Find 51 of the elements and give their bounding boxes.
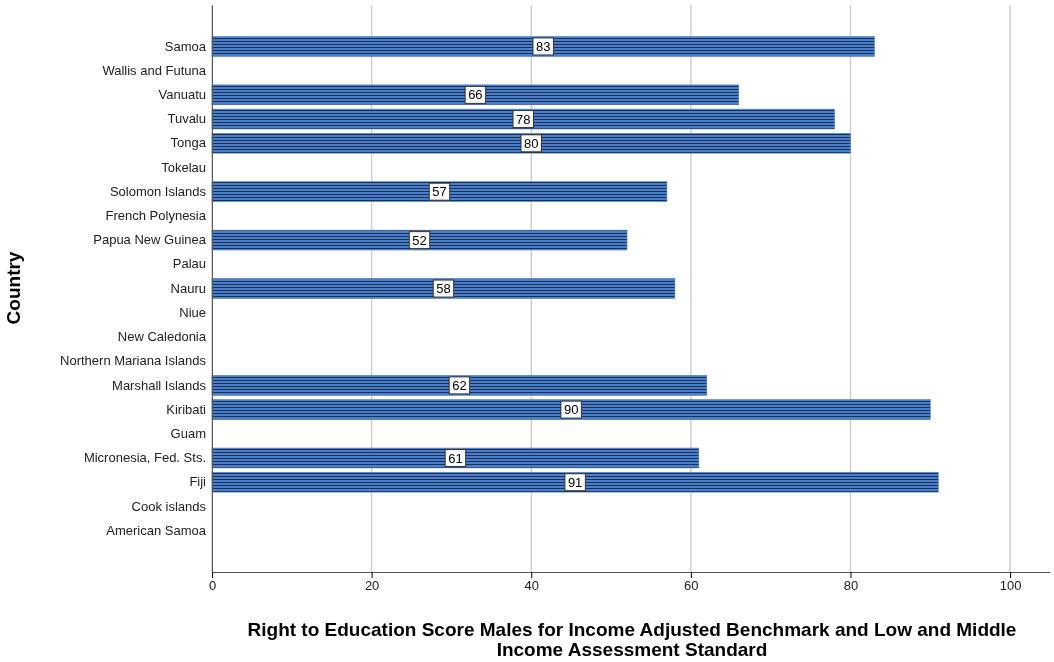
bar [211,36,875,57]
y-tick-label: Palau [172,256,206,272]
x-tick-label: 20 [364,578,380,594]
y-tick-label: Tuvalu [167,111,206,127]
bar [211,278,676,299]
y-tick-label: Nauru [170,280,206,296]
bar [211,375,708,396]
data-label: 90 [563,402,579,418]
y-tick-label: Papua New Guinea [93,232,207,248]
y-axis-title: Country [3,251,24,325]
data-label: 66 [468,87,483,103]
y-tick-label: Marshall Islands [112,377,207,393]
bar [211,84,740,106]
data-label: 78 [516,111,531,127]
x-tick-label: 80 [843,578,859,594]
bar [211,399,931,420]
y-tick-label: Micronesia, Fed. Sts. [83,450,206,466]
bar [211,108,835,130]
data-label: 83 [535,38,551,54]
y-tick-label: Niue [179,304,206,320]
bar [211,471,939,493]
y-tick-label: Guam [170,425,206,441]
data-label: 62 [452,377,467,393]
data-label: 61 [448,450,463,466]
y-tick-label: Samoa [164,38,207,54]
y-tick-label: American Samoa [106,522,207,538]
data-label: 58 [436,281,451,297]
y-tick-label: Tokelau [161,159,206,175]
y-tick-label: Cook islands [131,498,207,514]
x-tick-label: 60 [684,578,699,594]
y-tick-label: French Polynesia [105,208,207,224]
data-label: 57 [432,184,447,200]
x-tick-label: 0 [208,578,217,594]
bar [211,229,628,251]
y-tick-label: New Caledonia [117,329,207,345]
y-tick-label: Solomon Islands [109,183,207,199]
data-label: 52 [412,232,427,248]
y-tick-label: Wallis and Futuna [102,62,207,78]
y-tick-label: Northern Mariana Islands [60,353,207,369]
bar [211,133,851,154]
data-label: 80 [524,135,539,151]
y-tick-label: Fiji [189,474,207,490]
x-tick-label: 40 [524,578,539,594]
bar [211,181,668,202]
y-tick-label: Tonga [170,135,207,151]
x-axis-title: Right to Education Score Males for Income Adjusted Benchmark and Low and Middle Income Assessment Standard [247,619,1017,660]
y-tick-label: Kiribati [166,401,207,417]
x-tick-label: 100 [999,578,1022,594]
data-label: 91 [567,474,583,490]
y-tick-label: Vanuatu [158,86,206,102]
bar [211,447,700,469]
